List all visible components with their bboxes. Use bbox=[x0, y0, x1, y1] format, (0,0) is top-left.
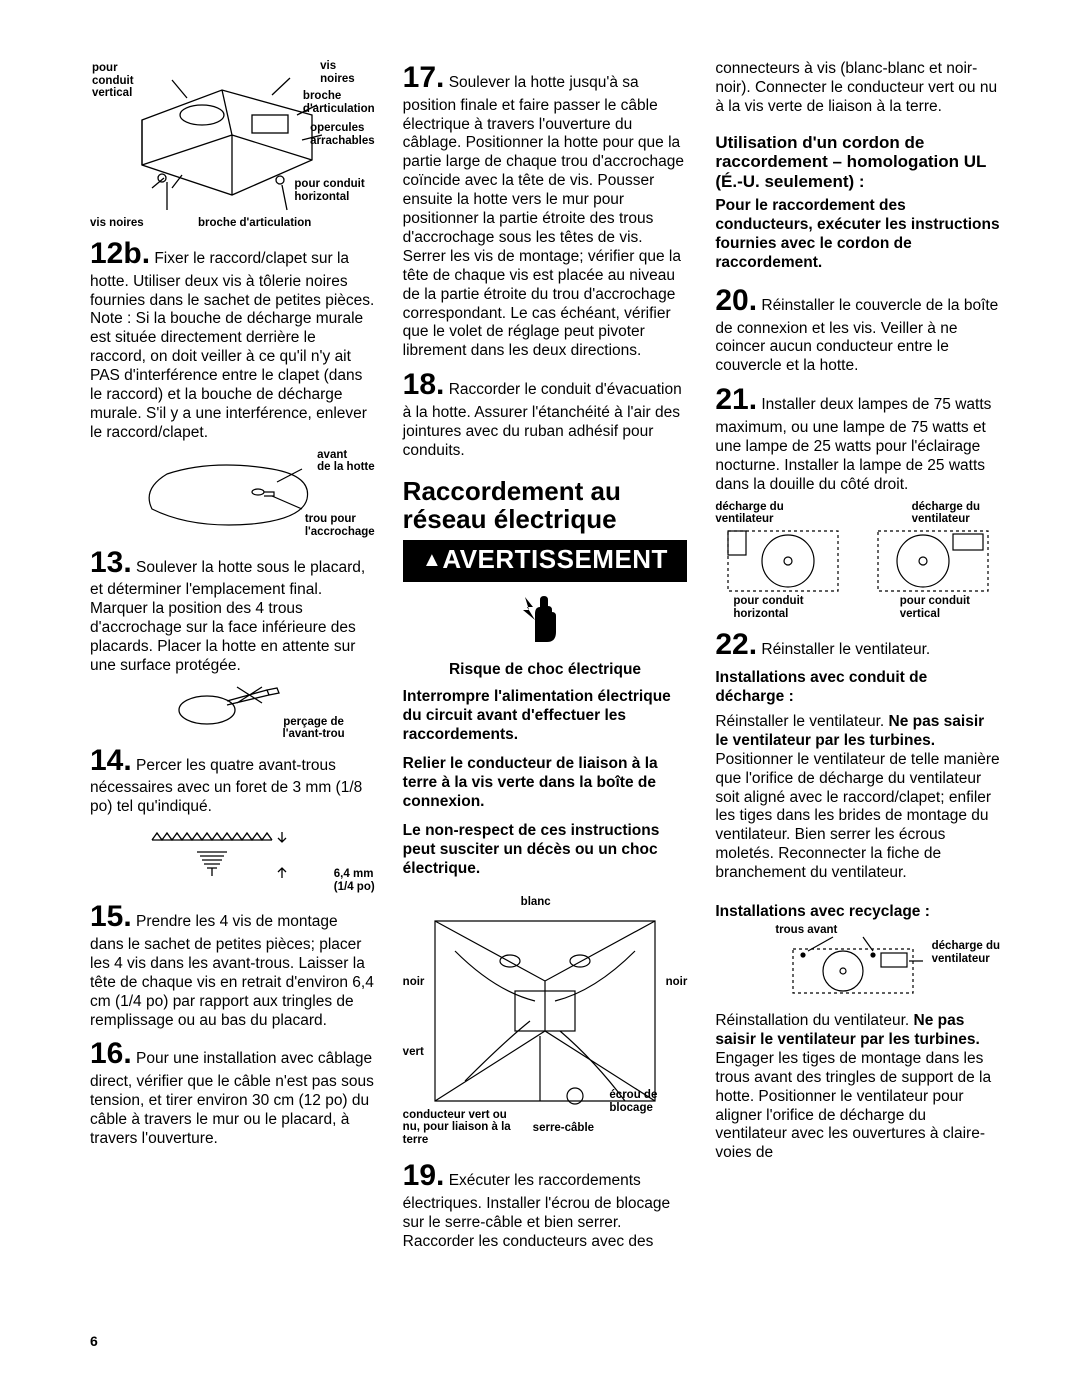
sub-conduit-heading: Installations avec conduit de décharge : bbox=[715, 669, 1000, 707]
warning-triangle-icon: ▲ bbox=[422, 549, 442, 571]
label-19-vert: vert bbox=[403, 1046, 424, 1059]
shock-hand-icon bbox=[403, 592, 688, 658]
diagram-22: décharge du ventilateur décharge du vent… bbox=[715, 501, 1000, 621]
page-number: 6 bbox=[90, 1333, 98, 1349]
screw-gap-svg bbox=[142, 828, 322, 888]
step-21-num: 21. bbox=[715, 383, 757, 416]
step-21-text: Installer deux lampes de 75 watts maximu… bbox=[715, 396, 991, 492]
warning-heading: Risque de choc électrique bbox=[403, 661, 688, 680]
label-15a: 6,4 mm (1/4 po) bbox=[334, 868, 375, 893]
label-19-serre: serre-câble bbox=[533, 1122, 594, 1135]
label-13a: avant de la hotte bbox=[317, 449, 375, 474]
section-title-electrical: Raccordement au réseau électrique bbox=[403, 477, 688, 534]
diagram-13: avant de la hotte trou pour l'accrochage bbox=[90, 449, 375, 539]
step-21: 21. Installer deux lampes de 75 watts ma… bbox=[715, 382, 1000, 494]
step-19: 19. Exécuter les raccordements électriqu… bbox=[403, 1158, 688, 1251]
step-18-num: 18. bbox=[403, 368, 445, 401]
step-14-text: Percer les quatre avant-trous nécessaire… bbox=[90, 757, 362, 816]
diagram-23: trous avant décharge du ventilateur bbox=[715, 926, 1000, 1006]
label-14a: perçage de l'avant-trou bbox=[283, 716, 345, 741]
step-12b: 12b. Fixer le raccord/clapet sur la hott… bbox=[90, 236, 375, 443]
step-15-text: Prendre les 4 vis de montage dans le sac… bbox=[90, 913, 374, 1028]
diagram-15: 6,4 mm (1/4 po) bbox=[90, 823, 375, 893]
step-17-text: Soulever la hotte jusqu'à sa position fi… bbox=[403, 74, 684, 359]
label-12b-f: vis noires bbox=[90, 217, 144, 230]
step-22: 22. Réinstaller le ventilateur. bbox=[715, 627, 1000, 664]
step-17: 17. Soulever la hotte jusqu'à sa positio… bbox=[403, 60, 688, 361]
step-16-num: 16. bbox=[90, 1037, 132, 1070]
warning-label: AVERTISSEMENT bbox=[442, 544, 668, 574]
label-22b: décharge du ventilateur bbox=[912, 501, 980, 526]
fan-recycle-svg bbox=[773, 931, 943, 1001]
manual-page: pour conduit vertical vis noires broche … bbox=[0, 0, 1080, 1375]
step-16: 16. Pour une installation avec câblage d… bbox=[90, 1036, 375, 1148]
column-1: pour conduit vertical vis noires broche … bbox=[90, 60, 375, 1345]
warning-banner: ▲AVERTISSEMENT bbox=[403, 540, 688, 582]
step-18: 18. Raccorder le conduit d'évacuation à … bbox=[403, 367, 688, 460]
label-19-cond: conducteur vert ou nu, pour liaison à la… bbox=[403, 1109, 511, 1147]
label-22a: décharge du ventilateur bbox=[715, 501, 783, 526]
step-17-num: 17. bbox=[403, 61, 445, 94]
label-12b-e: pour conduit horizontal bbox=[294, 178, 364, 203]
p3a: Réinstallation du ventilateur. bbox=[715, 1012, 913, 1029]
warning-p2: Relier le conducteur de liaison à la ter… bbox=[403, 755, 688, 812]
step-20-num: 20. bbox=[715, 284, 757, 317]
p3b: Engager les tiges de montage dans les tr… bbox=[715, 1050, 991, 1162]
drill-svg bbox=[167, 685, 297, 733]
step-20: 20. Réinstaller le couvercle de la boîte… bbox=[715, 283, 1000, 376]
label-12b-g: broche d'articulation bbox=[198, 217, 311, 230]
diagram-14: perçage de l'avant-trou bbox=[90, 682, 375, 737]
step-20-text: Réinstaller le couvercle de la boîte de … bbox=[715, 297, 998, 374]
label-23b: décharge du ventilateur bbox=[932, 940, 1000, 965]
label-19-blanc: blanc bbox=[521, 896, 551, 909]
step-14: 14. Percer les quatre avant-trous nécess… bbox=[90, 743, 375, 817]
label-12b-c: broche d'articulation bbox=[303, 90, 375, 115]
label-12b-a: pour conduit vertical bbox=[92, 62, 134, 100]
sub-recycle-text: Réinstallation du ventilateur. Ne pas sa… bbox=[715, 1012, 1000, 1163]
step-13-num: 13. bbox=[90, 546, 132, 579]
warning-p1: Interrompre l'alimentation électrique du… bbox=[403, 688, 688, 745]
sub-conduit-text: Réinstaller le ventilateur. Ne pas saisi… bbox=[715, 713, 1000, 883]
label-22c: pour conduit horizontal bbox=[733, 595, 803, 620]
label-23a: trous avant bbox=[775, 924, 837, 937]
step-15: 15. Prendre les 4 vis de montage dans le… bbox=[90, 899, 375, 1030]
step-18-text: Raccorder le conduit d'évacuation à la h… bbox=[403, 381, 682, 458]
sub-cord-text: Pour le raccordement des conducteurs, ex… bbox=[715, 197, 1000, 273]
column-2: 17. Soulever la hotte jusqu'à sa positio… bbox=[403, 60, 688, 1345]
label-19-ecrou: écrou de blocage bbox=[609, 1089, 657, 1114]
step-14-num: 14. bbox=[90, 744, 132, 777]
step-22-text: Réinstaller le ventilateur. bbox=[757, 641, 930, 658]
label-19-noir-r: noir bbox=[666, 976, 688, 989]
diagram-19: blanc noir noir vert écrou de blocage co… bbox=[403, 896, 688, 1146]
step-16-text: Pour une installation avec câblage direc… bbox=[90, 1050, 374, 1146]
keyhole-svg bbox=[132, 454, 332, 534]
label-12b-d: opercules arrachables bbox=[310, 122, 375, 147]
step-19-num: 19. bbox=[403, 1159, 445, 1192]
diagram-12b: pour conduit vertical vis noires broche … bbox=[90, 60, 375, 230]
p2a: Réinstaller le ventilateur. bbox=[715, 713, 888, 730]
column-3: connecteurs à vis (blanc-blanc et noir-n… bbox=[715, 60, 1000, 1345]
label-22d: pour conduit vertical bbox=[900, 595, 970, 620]
step-12b-text: Fixer le raccord/clapet sur la hotte. Ut… bbox=[90, 250, 374, 441]
label-13b: trou pour l'accrochage bbox=[305, 513, 375, 538]
p2b: Positionner le ventilateur de telle mani… bbox=[715, 751, 999, 881]
label-12b-b: vis noires bbox=[320, 60, 355, 85]
step-12b-num: 12b. bbox=[90, 237, 150, 270]
step-13: 13. Soulever la hotte sous le placard, e… bbox=[90, 545, 375, 676]
warning-p3: Le non-respect de ces instructions peut … bbox=[403, 822, 688, 879]
step-15-num: 15. bbox=[90, 900, 132, 933]
step-19-cont: connecteurs à vis (blanc-blanc et noir-n… bbox=[715, 60, 1000, 117]
sub-cord-heading: Utilisation d'un cordon de raccordement … bbox=[715, 133, 1000, 192]
step-22-num: 22. bbox=[715, 628, 757, 661]
sub-recycle-heading: Installations avec recyclage : bbox=[715, 903, 1000, 922]
label-19-noir-l: noir bbox=[403, 976, 425, 989]
